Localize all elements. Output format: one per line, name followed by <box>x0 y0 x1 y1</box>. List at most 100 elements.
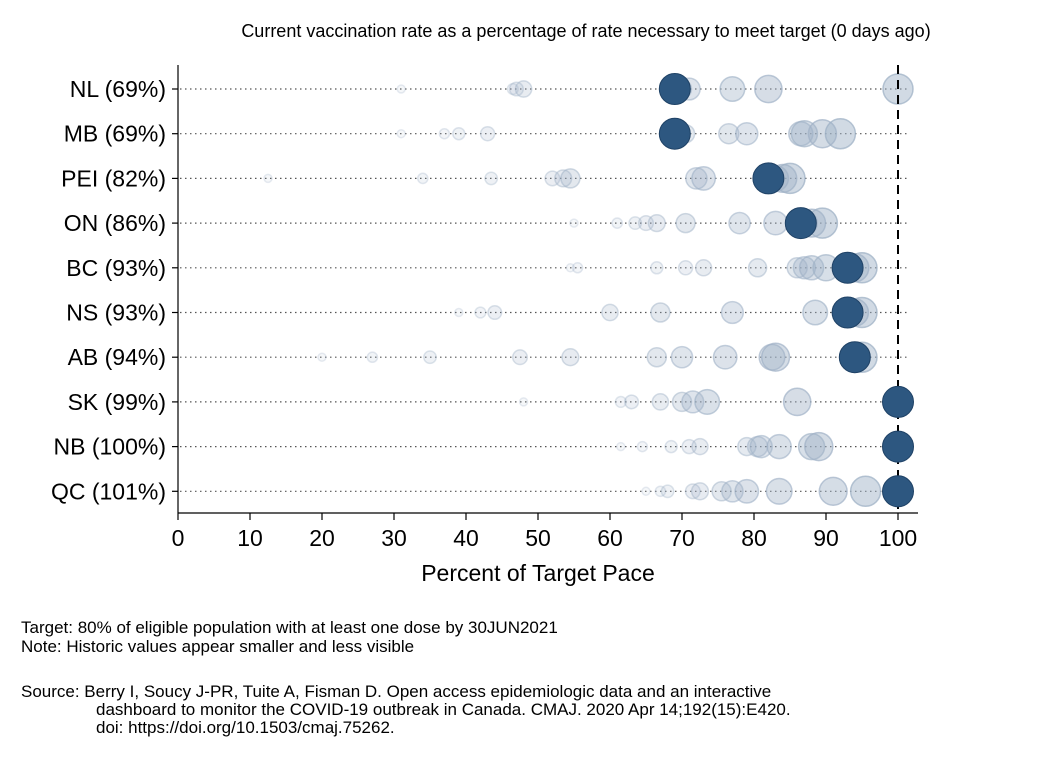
historic-point <box>438 127 451 140</box>
current-point <box>882 475 914 508</box>
historic-point <box>487 304 503 321</box>
source-citation: Source: Berry I, Soucy J-PR, Tuite A, Fi… <box>21 683 791 737</box>
historic-point <box>650 302 671 323</box>
source-line-1: Source: Berry I, Soucy J-PR, Tuite A, Fi… <box>21 682 772 701</box>
current-point <box>658 73 691 105</box>
x-axis-title: Percent of Target Pace <box>421 560 655 586</box>
historic-point <box>804 431 834 462</box>
historic-point <box>636 440 649 453</box>
historic-point <box>824 117 857 150</box>
chart-notes: Target: 80% of eligible population with … <box>21 618 558 656</box>
x-tick-label: 20 <box>309 525 335 551</box>
historic-point <box>396 128 406 139</box>
historic-point <box>484 171 499 186</box>
historic-point <box>681 438 697 455</box>
target-note: Target: 80% of eligible population with … <box>21 618 558 637</box>
x-tick-label: 100 <box>879 525 917 551</box>
x-tick-label: 30 <box>381 525 407 551</box>
y-tick-label: NS (93%) <box>66 300 166 326</box>
historic-point <box>694 388 721 415</box>
current-point <box>831 251 864 284</box>
historic-point <box>735 121 759 146</box>
historic-point <box>637 215 655 232</box>
historic-point <box>790 119 819 148</box>
historic-point <box>797 432 826 461</box>
historic-points <box>263 73 914 508</box>
current-point <box>882 385 914 418</box>
historic-point <box>691 437 709 456</box>
historic-point <box>782 387 812 417</box>
historic-point <box>720 300 745 325</box>
current-points <box>658 73 914 508</box>
historic-point <box>728 211 751 235</box>
historic-point <box>396 84 406 94</box>
historic-point <box>479 125 496 142</box>
y-axis-labels: NL (69%) MB (69%) PEI (82%) ON (86%) BC (93%… <box>51 76 178 504</box>
historic-point <box>474 306 487 319</box>
vaccination-pace-chart: Current vaccination rate as a percentage… <box>51 21 931 586</box>
historic-point <box>506 82 519 96</box>
historic-point <box>734 478 760 504</box>
historic-point <box>650 261 664 275</box>
source-line-2: dashboard to monitor the COVID-19 outbre… <box>96 700 791 719</box>
historic-point <box>416 172 429 185</box>
historic-point <box>317 352 327 362</box>
historic-point <box>560 168 581 189</box>
historic-point <box>754 74 783 104</box>
historic-point <box>660 484 675 499</box>
historic-point <box>677 260 694 276</box>
row-guides <box>180 88 910 492</box>
y-tick-label: MB (69%) <box>64 121 166 147</box>
historic-point <box>685 167 708 190</box>
historic-point <box>712 344 738 370</box>
historic-point <box>766 433 792 460</box>
y-tick-label: QC (101%) <box>51 478 166 504</box>
historic-point <box>514 80 533 98</box>
x-tick-label: 50 <box>525 525 551 551</box>
historic-point <box>511 349 529 366</box>
historic-point <box>614 395 627 409</box>
x-tick-label: 70 <box>669 525 695 551</box>
historic-point <box>681 390 705 414</box>
historic-point <box>565 263 576 273</box>
historic-point <box>647 213 666 233</box>
current-point <box>831 296 864 329</box>
historic-point <box>554 169 573 188</box>
historic-point <box>684 483 701 500</box>
historic-point <box>508 81 524 97</box>
historic-point <box>452 126 466 141</box>
y-tick-label: AB (94%) <box>68 344 166 370</box>
historic-point <box>616 441 626 452</box>
x-tick-label: 90 <box>813 525 839 551</box>
y-tick-label: BC (93%) <box>66 255 166 281</box>
historic-point <box>624 394 640 410</box>
historic-point <box>798 255 825 281</box>
historic-point <box>818 476 848 506</box>
historic-point <box>646 346 668 368</box>
historic-point <box>747 258 768 278</box>
current-point <box>658 117 691 150</box>
historic-point <box>849 475 882 508</box>
historic-point <box>664 439 678 454</box>
historic-point <box>423 350 437 365</box>
historic-point <box>675 212 696 234</box>
historic-point <box>690 482 710 501</box>
historic-point <box>694 259 713 277</box>
historic-point <box>792 256 817 280</box>
historic-point <box>611 217 624 229</box>
x-tick-label: 80 <box>741 525 767 551</box>
y-tick-label: PEI (82%) <box>61 165 166 191</box>
current-point <box>838 341 871 374</box>
historic-point <box>601 303 619 322</box>
y-tick-label: NB (100%) <box>54 434 166 460</box>
historic-point <box>807 118 838 149</box>
historic-point <box>691 165 717 191</box>
y-tick-label: NL (69%) <box>70 76 166 102</box>
historic-point <box>651 393 670 411</box>
x-tick-label: 0 <box>172 525 185 551</box>
current-point <box>882 430 914 463</box>
historic-point <box>571 262 584 274</box>
historic-point <box>454 307 464 318</box>
x-tick-label: 60 <box>597 525 623 551</box>
historic-note: Note: Historic values appear smaller and… <box>21 637 415 656</box>
